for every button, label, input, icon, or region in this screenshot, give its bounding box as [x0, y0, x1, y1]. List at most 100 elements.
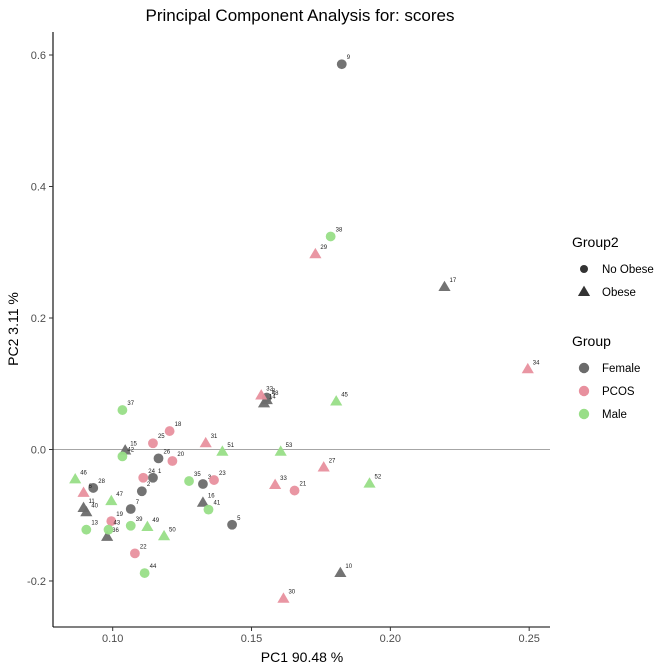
point-label-34: 34	[533, 360, 540, 366]
point-38	[325, 231, 336, 242]
point-label-49: 49	[152, 518, 159, 524]
point-label-25: 25	[158, 434, 165, 440]
point-2	[136, 486, 147, 497]
y-tick-label-0: -0.2	[27, 576, 46, 588]
legend-label-1-2: Male	[602, 409, 627, 421]
point-label-33: 33	[280, 476, 287, 482]
point-label-35: 35	[194, 472, 201, 478]
point-label-43: 43	[114, 521, 121, 527]
point-10	[334, 566, 347, 578]
point-20	[167, 456, 178, 466]
point-label-41: 41	[213, 501, 220, 507]
point-44	[139, 568, 150, 578]
x-tick-label-3: 0.25	[518, 633, 539, 645]
point-32	[255, 389, 268, 400]
point-29	[309, 247, 322, 259]
point-label-11: 11	[89, 499, 96, 505]
point-17	[438, 280, 451, 292]
point-label-10: 10	[345, 564, 352, 570]
point-42	[117, 451, 128, 462]
y-tick-label-3: 0.4	[31, 182, 46, 194]
point-label-19: 19	[116, 512, 123, 518]
legend-key-1-2	[578, 408, 590, 420]
point-7	[125, 504, 136, 514]
point-label-16: 16	[208, 494, 215, 500]
x-tick-label-0: 0.10	[102, 633, 123, 645]
point-label-30: 30	[288, 590, 295, 596]
point-label-5: 5	[237, 516, 241, 522]
point-label-9: 9	[347, 55, 351, 61]
point-label-24: 24	[148, 469, 155, 475]
point-label-7: 7	[136, 500, 140, 506]
point-label-29: 29	[320, 245, 327, 251]
point-label-46: 46	[80, 470, 87, 476]
point-label-36: 36	[112, 528, 119, 534]
point-label-53: 53	[286, 443, 293, 449]
point-31	[199, 436, 212, 448]
point-label-6: 6	[89, 484, 93, 490]
legend-key-0-1	[577, 285, 591, 296]
point-label-45: 45	[341, 392, 348, 398]
point-label-1: 1	[158, 469, 162, 475]
y-tick-label-4: 0.6	[31, 50, 46, 62]
point-label-31: 31	[211, 434, 218, 440]
point-label-15: 15	[130, 441, 137, 447]
point-23	[209, 475, 219, 485]
legend-label-0-1: Obese	[602, 287, 636, 299]
point-33	[269, 478, 282, 489]
point-37	[117, 405, 128, 415]
point-label-22: 22	[140, 544, 147, 550]
x-tick-label-2: 0.20	[380, 633, 401, 645]
point-46	[69, 473, 82, 484]
point-21	[289, 485, 300, 496]
point-label-47: 47	[116, 492, 123, 498]
point-label-48: 48	[272, 391, 279, 397]
point-label-21: 21	[300, 482, 307, 488]
point-47	[105, 494, 118, 506]
point-label-13: 13	[91, 521, 98, 527]
x-tick-label-1: 0.15	[241, 633, 262, 645]
point-label-26: 26	[164, 449, 171, 455]
point-label-8: 8	[272, 389, 276, 395]
point-43	[103, 524, 114, 535]
point-label-50: 50	[169, 527, 176, 533]
legend-title-0: Group2	[572, 234, 619, 250]
point-label-51: 51	[227, 443, 234, 449]
legend-label-1-0: Female	[602, 363, 640, 375]
point-35	[184, 476, 194, 486]
legend-key-1-0	[578, 362, 590, 374]
point-13	[81, 524, 92, 535]
point-11	[77, 501, 90, 512]
point-6	[77, 486, 90, 497]
point-45	[330, 395, 343, 406]
point-label-37: 37	[127, 401, 134, 407]
point-26	[153, 453, 164, 464]
point-1	[148, 472, 158, 483]
point-28	[88, 483, 99, 493]
x-axis-title: PC1 90.48 %	[261, 649, 344, 665]
point-22	[130, 548, 140, 559]
point-label-2: 2	[147, 482, 151, 488]
legend-title-1: Group	[572, 333, 611, 349]
point-label-28: 28	[98, 479, 105, 485]
point-3	[198, 479, 208, 489]
point-36	[101, 530, 114, 541]
point-18	[164, 426, 175, 436]
point-label-27: 27	[329, 459, 336, 465]
legend-key-0-0	[580, 265, 588, 273]
y-axis-title: PC2 3.11 %	[5, 292, 21, 366]
point-51	[216, 445, 229, 456]
point-label-20: 20	[177, 452, 184, 458]
point-label-23: 23	[219, 471, 226, 477]
point-5	[227, 519, 237, 530]
axes: 0.10 0.15 0.20 0.25 -0.2 0.0 0.2 0.4 0.6	[27, 32, 550, 645]
point-25	[148, 438, 158, 449]
point-label-44: 44	[150, 564, 157, 570]
point-label-39: 39	[136, 517, 143, 523]
point-label-38: 38	[336, 227, 343, 233]
y-tick-label-2: 0.2	[31, 313, 46, 325]
legend: Group2 No Obese Obese Group Female PCOS Male	[572, 234, 654, 421]
legend-label-0-0: No Obese	[602, 264, 654, 276]
point-53	[274, 445, 287, 456]
